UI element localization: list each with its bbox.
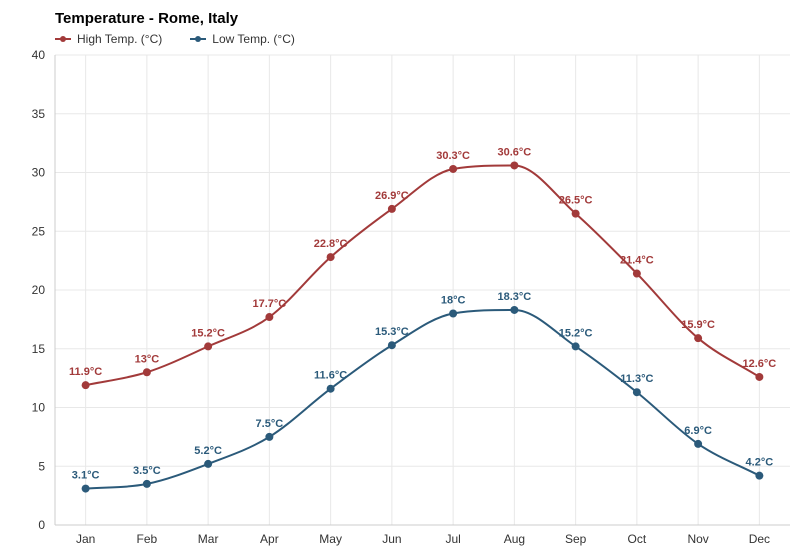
series-point <box>694 334 702 342</box>
series-point <box>694 440 702 448</box>
point-label: 26.9°C <box>375 190 409 202</box>
series-point <box>265 433 273 441</box>
series-point <box>510 161 518 169</box>
x-tick-label: May <box>319 532 342 546</box>
y-tick-label: 0 <box>38 518 45 532</box>
y-tick-label: 5 <box>38 459 45 473</box>
legend-swatch <box>55 38 71 40</box>
point-label: 15.2°C <box>191 327 225 339</box>
y-tick-label: 40 <box>32 48 46 62</box>
point-label: 15.9°C <box>681 319 715 331</box>
chart-legend: High Temp. (°C) Low Temp. (°C) <box>55 32 295 46</box>
point-label: 15.2°C <box>559 327 593 339</box>
x-tick-label: Nov <box>687 532 708 546</box>
x-tick-label: Aug <box>504 532 525 546</box>
series-line <box>86 165 760 385</box>
point-label: 21.4°C <box>620 255 654 267</box>
point-label: 26.5°C <box>559 195 593 207</box>
series-point <box>388 341 396 349</box>
series-point <box>510 306 518 314</box>
series-point <box>204 342 212 350</box>
chart-svg: 0 5 10 15 20 25 30 35 40 Jan Feb Mar Apr May Jun Jul Aug… <box>0 0 800 560</box>
point-label: 15.3°C <box>375 326 409 338</box>
series-point <box>143 368 151 376</box>
series-point <box>633 388 641 396</box>
series-line <box>86 310 760 489</box>
y-tick-label: 10 <box>32 401 46 415</box>
point-label: 12.6°C <box>742 358 776 370</box>
point-label: 11.9°C <box>69 366 102 378</box>
point-label: 4.2°C <box>746 457 774 469</box>
point-label: 6.9°C <box>684 425 712 437</box>
chart-title: Temperature - Rome, Italy <box>55 10 238 27</box>
x-tick-label: Jul <box>445 532 460 546</box>
series-point <box>265 313 273 321</box>
legend-label: Low Temp. (°C) <box>212 32 295 46</box>
legend-item: High Temp. (°C) <box>55 32 162 46</box>
series-point <box>572 342 580 350</box>
x-tick-label: Sep <box>565 532 587 546</box>
series-point <box>388 205 396 213</box>
series-point <box>82 485 90 493</box>
point-label: 30.6°C <box>497 146 531 158</box>
point-label: 7.5°C <box>256 418 284 430</box>
x-tick-label: Apr <box>260 532 279 546</box>
y-tick-label: 20 <box>32 283 46 297</box>
legend-swatch <box>190 38 206 40</box>
series-point <box>755 472 763 480</box>
series-point <box>143 480 151 488</box>
series-point <box>633 270 641 278</box>
x-tick-label: Feb <box>137 532 158 546</box>
series-point <box>204 460 212 468</box>
series-point <box>82 381 90 389</box>
y-tick-label: 15 <box>32 342 46 356</box>
series-point <box>327 385 335 393</box>
series-point <box>449 310 457 318</box>
point-label: 18°C <box>441 295 466 307</box>
y-tick-label: 30 <box>32 166 46 180</box>
x-tick-label: Jan <box>76 532 95 546</box>
point-label: 17.7°C <box>252 298 286 310</box>
point-label: 30.3°C <box>436 150 470 162</box>
series-point <box>755 373 763 381</box>
point-label: 5.2°C <box>194 445 222 457</box>
point-label: 22.8°C <box>314 238 348 250</box>
series-point <box>449 165 457 173</box>
x-tick-label: Dec <box>749 532 770 546</box>
x-tick-label: Mar <box>198 532 219 546</box>
x-tick-label: Oct <box>628 532 647 546</box>
y-tick-label: 25 <box>32 224 46 238</box>
legend-item: Low Temp. (°C) <box>190 32 295 46</box>
series-point <box>572 210 580 218</box>
temperature-chart: Temperature - Rome, Italy High Temp. (°C… <box>0 0 800 560</box>
legend-label: High Temp. (°C) <box>77 32 162 46</box>
point-label: 11.6°C <box>314 370 347 382</box>
y-tick-label: 35 <box>32 107 46 121</box>
point-label: 3.5°C <box>133 465 161 477</box>
point-label: 13°C <box>135 353 160 365</box>
point-label: 18.3°C <box>497 291 531 303</box>
x-tick-label: Jun <box>382 532 401 546</box>
point-label: 3.1°C <box>72 470 100 482</box>
point-label: 11.3°C <box>620 373 653 385</box>
series-point <box>327 253 335 261</box>
